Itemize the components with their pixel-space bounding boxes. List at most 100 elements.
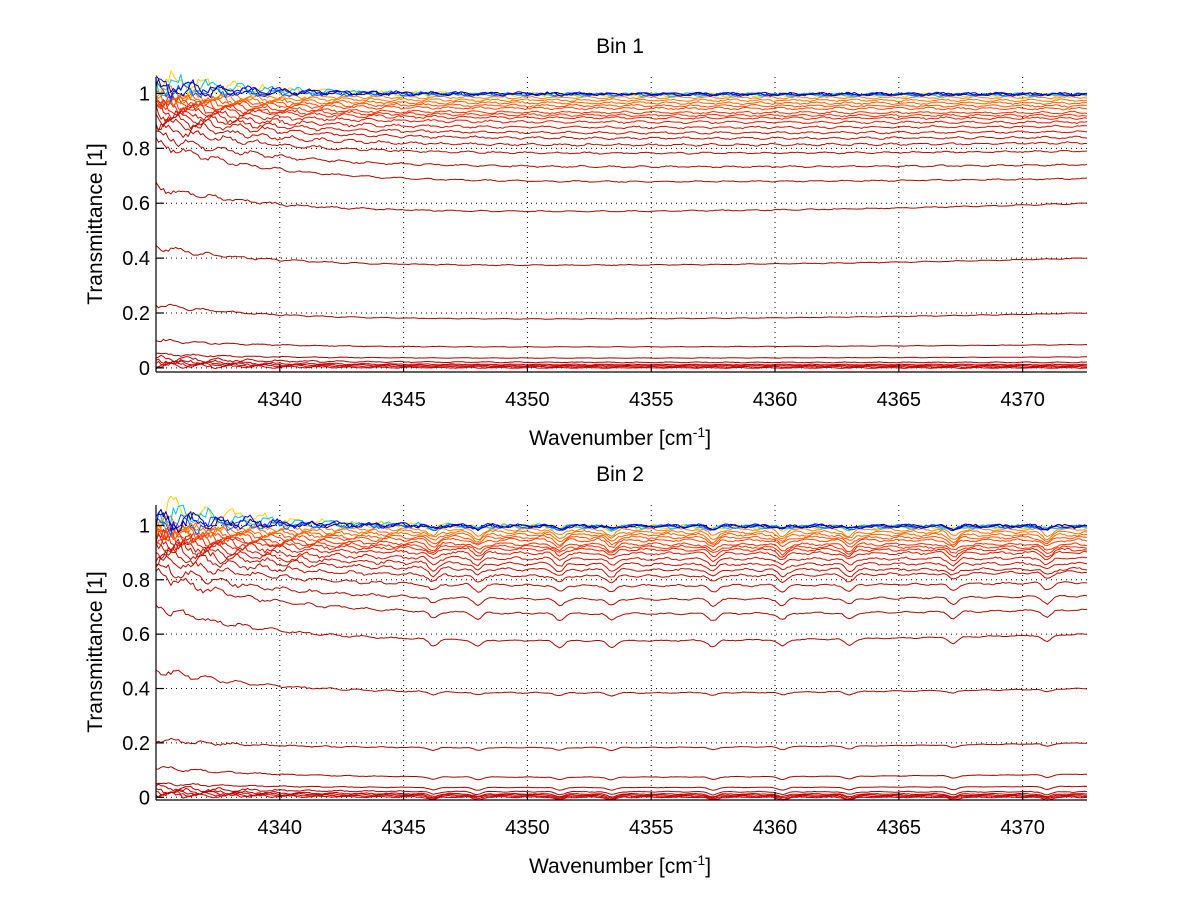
series-line-s17: [155, 110, 1088, 141]
series-line-s08: [155, 91, 1088, 107]
y-tick-label: 0.4: [122, 248, 150, 270]
y-tick-labels: 0 0.2 0.4 0.6 0.8 1: [122, 83, 150, 379]
series-group: [155, 70, 1088, 370]
x-tick-label: 4370: [1000, 817, 1045, 839]
x-axis-label-tail: ]: [705, 855, 711, 878]
y-tick-label: 0.8: [122, 570, 150, 592]
y-axis-label: Transmittance [1]: [84, 143, 107, 304]
series-line-s27: [155, 354, 1088, 364]
x-axis-label-superscript: -1: [693, 852, 706, 868]
x-axis-label: Wavenumber [cm-1]: [529, 424, 711, 450]
x-tick-labels: 4340 4345 4350 4355 4360 4365 4370: [258, 817, 1045, 839]
x-tick-labels: 4340 4345 4350 4355 4360 4365 4370: [258, 389, 1045, 411]
axes: [155, 77, 1087, 373]
x-tick-label: 4355: [629, 817, 674, 839]
series-line-s11: [155, 95, 1088, 115]
x-tick-label: 4350: [505, 389, 550, 411]
series-line-s25: [155, 766, 1087, 781]
x-tick-label: 4360: [753, 389, 798, 411]
series-line-s24: [155, 737, 1088, 752]
y-axis-label: Transmittance [1]: [84, 571, 107, 732]
x-tick-label: 4360: [753, 817, 798, 839]
x-tick-label: 4345: [381, 817, 426, 839]
series-line-s19: [155, 553, 1088, 593]
subplot-bin-2: Bin 2 4340 4345 4350 4355 4360 4365 4370 00.20…: [84, 463, 1088, 878]
x-axis-label-tail: ]: [705, 427, 711, 450]
series-line-s08: [155, 522, 1088, 544]
series-line-s14: [155, 528, 1088, 563]
series-line-s22: [155, 182, 1087, 213]
y-tick-label: 0.8: [122, 138, 150, 160]
plot-title: Bin 2: [596, 463, 644, 486]
series-line-s20: [155, 563, 1088, 607]
series-line-s06: [155, 85, 1088, 102]
series-line-s18: [155, 549, 1088, 584]
series-line-s27: [155, 783, 1088, 796]
x-tick-label: 4345: [381, 389, 426, 411]
x-axis-label-main: Wavenumber [cm: [529, 855, 693, 878]
y-tick-label: 1: [139, 83, 150, 105]
x-tick-label: 4370: [1000, 389, 1045, 411]
axes: [155, 505, 1087, 801]
series-line-s10: [155, 525, 1088, 548]
plot-title: Bin 1: [596, 35, 644, 58]
series-line-s30: [155, 791, 1088, 800]
series-line-s17: [155, 542, 1088, 578]
series-line-s13: [155, 99, 1088, 120]
y-tick-label: 0.6: [122, 193, 150, 215]
series-line-s18: [155, 116, 1088, 147]
x-tick-label: 4365: [877, 817, 922, 839]
x-axis-label-main: Wavenumber [cm: [529, 427, 693, 450]
series-line-s24: [155, 303, 1087, 320]
series-line-s11: [155, 526, 1088, 553]
series-line-s13: [155, 529, 1088, 558]
y-tick-label: 0.2: [122, 733, 150, 755]
series-line-s16: [155, 538, 1088, 573]
series-line-s16: [155, 105, 1088, 135]
series-line-s25: [155, 338, 1087, 348]
series-line-s29: [155, 360, 1088, 367]
series-line-s26: [155, 352, 1087, 359]
series-line-s28: [155, 358, 1087, 366]
y-tick-label: 0.2: [122, 303, 150, 325]
series-line-s21: [155, 567, 1088, 621]
series-line-s01: [155, 78, 1088, 98]
series-line-s10: [155, 94, 1088, 111]
y-tick-label: 0: [139, 358, 150, 380]
x-tick-label: 4340: [258, 817, 303, 839]
x-tick-label: 4350: [505, 817, 550, 839]
subplot-bin-1: Bin 1 4340 4345 4350 4355 4360 4365 4370 00.20…: [84, 35, 1088, 450]
x-axis-label: Wavenumber [cm-1]: [529, 852, 711, 878]
series-line-s23: [155, 669, 1088, 697]
series-line-s15: [155, 532, 1087, 567]
x-axis-label-superscript: -1: [693, 424, 706, 440]
series-line-s07: [155, 520, 1088, 541]
y-tick-label: 1: [139, 515, 150, 537]
x-tick-label: 4365: [877, 389, 922, 411]
series-line-s21: [155, 136, 1088, 183]
series-line-s26: [155, 782, 1088, 791]
series-line-s14: [155, 99, 1088, 125]
series-line-s29: [155, 789, 1088, 799]
series-line-s12: [155, 526, 1088, 556]
x-tick-label: 4340: [258, 389, 303, 411]
y-tick-labels: 0 0.2 0.4 0.6 0.8 1: [122, 515, 150, 809]
series-line-s12: [155, 96, 1088, 118]
series-line-s22: [155, 604, 1088, 649]
series-line-s15: [155, 100, 1088, 130]
y-tick-label: 0.6: [122, 624, 150, 646]
series-group: [155, 495, 1088, 801]
series-line-s09: [155, 524, 1088, 547]
y-tick-label: 0: [139, 787, 150, 809]
series-line-s23: [155, 245, 1088, 267]
series-line-s20: [155, 130, 1088, 169]
series-line-s28: [155, 787, 1087, 798]
series-line-s06: [155, 515, 1088, 538]
y-tick-label: 0.4: [122, 679, 150, 701]
series-line-s01: [155, 508, 1088, 533]
series-line-s03: [155, 514, 1088, 536]
series-line-s09: [155, 90, 1088, 108]
series-line-s31: [155, 791, 1087, 801]
